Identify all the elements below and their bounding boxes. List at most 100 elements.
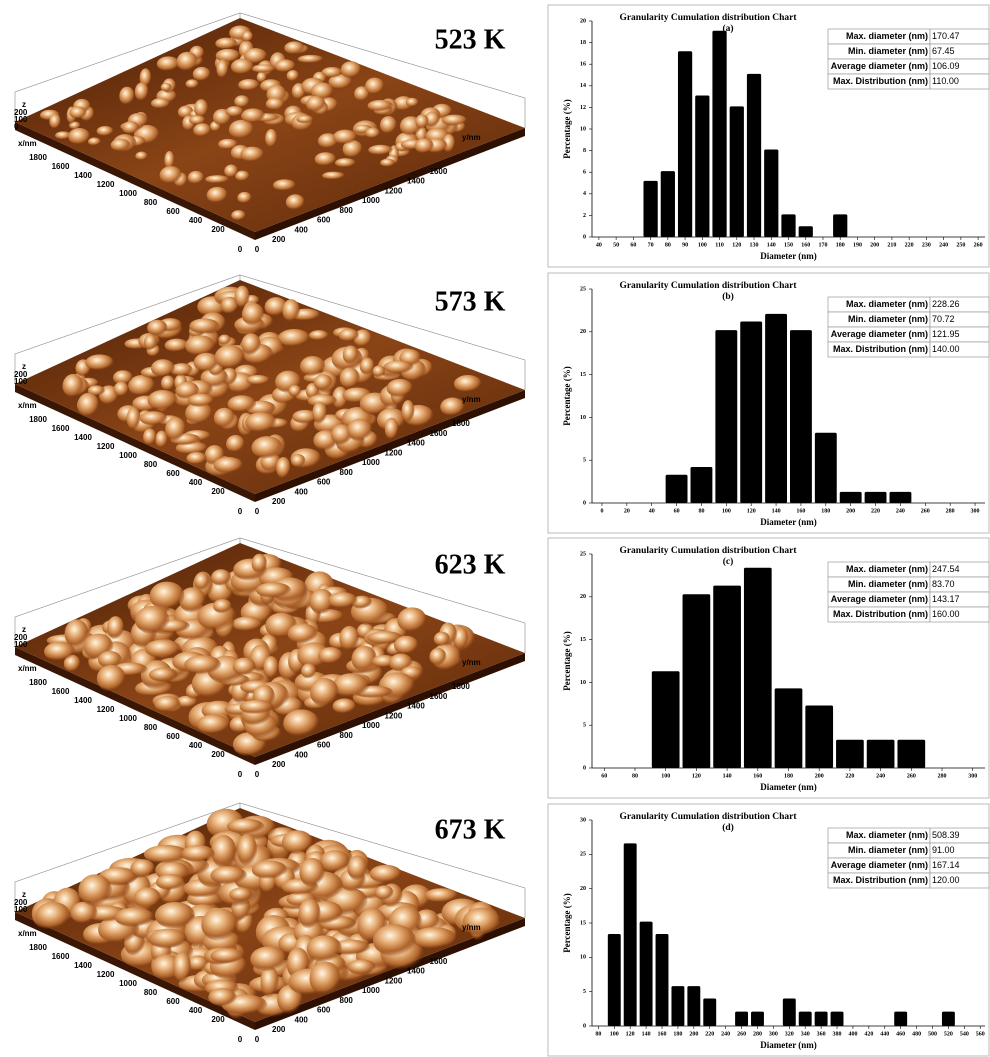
stat-label: Min. diameter (nm) — [848, 579, 928, 589]
afm-grain — [298, 55, 324, 63]
bar — [687, 986, 700, 1026]
x-tick-label: 190 — [853, 242, 862, 248]
afm-x-tick: 1200 — [97, 705, 115, 714]
afm-y-tick: 1400 — [407, 177, 425, 186]
y-tick-label: 16 — [580, 62, 586, 68]
afm-z-tick: 100 — [14, 905, 28, 914]
afm-grain — [283, 709, 319, 737]
afm-grain — [296, 115, 313, 123]
afm-grain — [69, 107, 87, 120]
afm-grain — [210, 948, 244, 963]
afm-grain — [188, 171, 204, 184]
x-axis-label: Diameter (nm) — [760, 517, 817, 527]
x-tick-label: 220 — [845, 773, 854, 779]
afm-grain — [228, 395, 257, 412]
stat-value: 110.00 — [932, 76, 959, 86]
x-tick-label: 80 — [665, 242, 671, 248]
y-tick-label: 20 — [580, 886, 586, 892]
afm-y-tick: 400 — [295, 225, 309, 234]
x-tick-label: 160 — [753, 773, 762, 779]
chart-subtitle: (d) — [722, 822, 734, 833]
bar — [765, 314, 787, 503]
afm-grain — [119, 87, 134, 106]
afm-grain — [373, 924, 416, 956]
afm-grain — [149, 929, 187, 949]
afm-grain — [149, 668, 176, 682]
afm-grain — [333, 130, 357, 145]
afm-x-label: x/nm — [18, 401, 37, 410]
x-tick-label: 280 — [938, 773, 947, 779]
y-tick-label: 0 — [583, 500, 586, 506]
bar — [831, 1012, 844, 1026]
afm-temperature: 573 K — [435, 286, 506, 317]
afm-z-tick: 100 — [14, 377, 28, 386]
stat-label: Average diameter (nm) — [831, 329, 928, 339]
y-tick-label: 20 — [580, 18, 586, 24]
afm-grain — [210, 866, 246, 884]
bar — [897, 740, 925, 768]
afm-grain — [186, 79, 199, 88]
afm-grain — [208, 988, 236, 1007]
afm-grain — [140, 411, 168, 425]
y-tick-label: 5 — [583, 458, 586, 464]
afm-grain — [68, 128, 90, 145]
x-axis-label: Diameter (nm) — [760, 782, 817, 792]
afm-y-label: y/nm — [462, 923, 481, 932]
afm-grain — [343, 345, 359, 364]
stat-label: Max. diameter (nm) — [846, 31, 928, 41]
x-tick-label: 120 — [732, 242, 741, 248]
afm-z-tick: 0 — [14, 122, 19, 131]
bar — [691, 467, 713, 503]
bar — [661, 171, 675, 237]
afm-grain — [161, 375, 175, 391]
x-tick-label: 160 — [658, 1031, 667, 1037]
stat-label: Min. diameter (nm) — [848, 314, 928, 324]
x-tick-label: 240 — [939, 242, 948, 248]
afm-x-tick: 200 — [211, 1015, 225, 1024]
bar — [656, 934, 669, 1026]
afm-y-label: y/nm — [462, 395, 481, 404]
x-tick-label: 180 — [836, 242, 845, 248]
stat-label: Max. Distribution (nm) — [833, 344, 928, 354]
afm-grain — [157, 56, 180, 71]
x-tick-label: 70 — [648, 242, 654, 248]
afm-grain — [155, 902, 195, 929]
afm-grain — [245, 412, 276, 433]
bar — [624, 843, 637, 1026]
x-tick-label: 20 — [624, 508, 630, 514]
x-tick-label: 140 — [772, 508, 781, 514]
afm-grain — [335, 158, 356, 167]
bar — [764, 150, 778, 237]
afm-grain — [193, 123, 211, 137]
y-tick-label: 20 — [580, 329, 586, 335]
chart-title: Granularity Cumulation distribution Char… — [619, 812, 797, 822]
y-tick-label: 15 — [580, 637, 586, 643]
afm-grain — [372, 365, 385, 377]
afm-grain — [156, 874, 185, 890]
bar — [652, 671, 680, 768]
x-tick-label: 400 — [848, 1031, 857, 1037]
x-tick-label: 140 — [642, 1031, 651, 1037]
bar — [666, 475, 688, 503]
afm-temperature: 623 K — [435, 549, 506, 580]
x-tick-label: 240 — [876, 773, 885, 779]
afm-grain — [215, 38, 237, 50]
afm-grain — [265, 129, 277, 148]
afm-grain — [135, 82, 149, 101]
y-tick-label: 12 — [580, 105, 586, 111]
stat-value: 247.54 — [932, 564, 960, 574]
afm-grain — [213, 599, 232, 613]
x-tick-label: 60 — [630, 242, 636, 248]
afm-grain — [145, 640, 181, 659]
afm-grain — [144, 334, 157, 350]
afm-grain — [415, 114, 428, 129]
afm-grain — [242, 303, 264, 326]
bar — [836, 740, 864, 768]
x-tick-label: 240 — [721, 1031, 730, 1037]
afm-grain — [442, 115, 467, 126]
afm-grain — [397, 607, 427, 633]
x-tick-label: 220 — [905, 242, 914, 248]
afm-grain — [231, 59, 254, 75]
afm-y-tick: 1800 — [452, 419, 470, 428]
x-tick-label: 120 — [747, 508, 756, 514]
